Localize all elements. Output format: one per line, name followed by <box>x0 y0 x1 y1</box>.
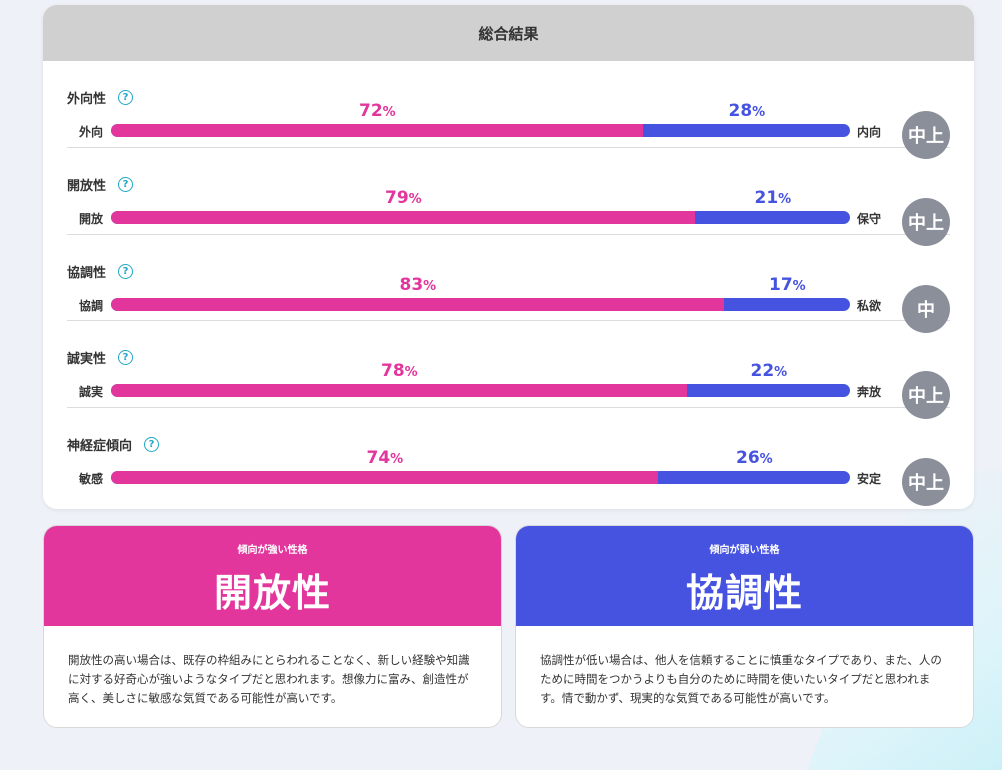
left-percentage: 74% <box>367 448 404 468</box>
left-percentage: 78% <box>381 361 418 381</box>
ratio-bar-fill <box>111 210 695 224</box>
right-pole-label: 私欲 <box>857 298 882 313</box>
help-icon[interactable]: ? <box>118 90 134 105</box>
weak-trait-description: 協調性が低い場合は、他人を信頼することに慎重なタイプであり、また、人のために時間… <box>540 653 942 705</box>
right-percentage-value: 28 <box>728 101 753 121</box>
right-percentage: 21% <box>755 188 792 208</box>
percent-unit: % <box>792 278 806 294</box>
percent-unit: % <box>390 452 404 468</box>
ratio-bar <box>111 471 850 485</box>
weak-trait-header: 傾向が弱い性格 協調性 <box>516 526 973 626</box>
right-percentage: 17% <box>769 275 806 295</box>
left-percentage-value: 83 <box>399 274 424 295</box>
strong-trait-title: 開放性 <box>213 571 331 615</box>
right-percentage: 28% <box>729 101 766 121</box>
percent-unit: % <box>774 365 788 381</box>
right-pole-label: 奔放 <box>857 385 882 400</box>
left-pole-label: 協調 <box>79 298 104 313</box>
trait-row: 誠実性? 78% 22% 誠実 奔放 中上 <box>67 321 950 420</box>
ratio-bar-fill <box>111 384 687 398</box>
help-icon[interactable]: ? <box>118 176 134 192</box>
trait-name: 開放性? <box>67 175 134 194</box>
weak-trait-card: 傾向が弱い性格 協調性 協調性が低い場合は、他人を信頼することに慎重なタイプであ… <box>515 525 974 728</box>
percent-unit: % <box>423 278 437 294</box>
right-pole-label: 保守 <box>857 211 882 226</box>
right-percentage: 22% <box>751 361 788 381</box>
right-pole-label: 安定 <box>857 472 882 487</box>
left-percentage-value: 72 <box>359 101 383 121</box>
ratio-bar-fill <box>111 297 724 311</box>
left-pole-label: 誠実 <box>79 385 104 400</box>
percent-unit: % <box>382 105 396 120</box>
ratio-bar-fill <box>111 124 643 137</box>
right-percentage-value: 26 <box>736 448 760 469</box>
summary-title: 総合結果 <box>43 5 974 61</box>
percent-unit: % <box>408 191 422 207</box>
trait-name: 神経症傾向? <box>67 435 160 455</box>
percent-unit: % <box>778 191 792 207</box>
ratio-bar-fill <box>111 471 658 485</box>
ratio-bar <box>111 384 850 398</box>
weak-trait-kicker: 傾向が弱い性格 <box>709 545 780 556</box>
right-percentage-value: 22 <box>750 361 775 382</box>
left-pole-label: 外向 <box>79 125 104 139</box>
right-percentage: 26% <box>736 448 773 468</box>
trait-name: 外向性? <box>67 88 134 107</box>
trait-name-label: 開放性 <box>67 178 107 194</box>
left-percentage-value: 78 <box>381 361 405 382</box>
trait-name: 誠実性? <box>67 348 134 368</box>
trait-name-label: 神経症傾向 <box>67 439 133 455</box>
percent-unit: % <box>404 365 418 381</box>
left-percentage: 79% <box>385 188 422 208</box>
percent-unit: % <box>759 452 773 468</box>
right-percentage-value: 21 <box>754 187 779 208</box>
help-icon[interactable]: ? <box>144 437 160 453</box>
strong-trait-header: 傾向が強い性格 開放性 <box>44 526 501 626</box>
percent-unit: % <box>752 105 766 120</box>
trait-row: 協調性? 83% 17% 協調 私欲中 <box>67 235 950 333</box>
right-pole-label: 内向 <box>857 125 882 139</box>
strong-trait-description: 開放性の高い場合は、既存の枠組みにとらわれることなく、新しい経験や知識に対する好… <box>68 653 470 705</box>
trait-row: 開放性? 79% 21% 開放 保守 中上 <box>67 148 950 246</box>
left-percentage-value: 79 <box>385 187 409 208</box>
strong-trait-card: 傾向が強い性格 開放性 開放性の高い場合は、既存の枠組みにとらわれることなく、新… <box>43 525 502 728</box>
help-icon[interactable]: ? <box>118 263 134 279</box>
trait-name-label: 協調性 <box>67 265 107 281</box>
left-pole-label: 敏感 <box>79 472 104 487</box>
trait-name-label: 誠実性 <box>67 352 107 368</box>
level-badge: 中 <box>902 284 950 333</box>
level-badge: 中上 <box>902 458 950 507</box>
left-percentage: 72% <box>359 101 396 121</box>
trait-name: 協調性? <box>67 262 134 281</box>
level-badge: 中上 <box>902 111 950 159</box>
trait-list: 外向性? 72% 28% 外向 内向 中上 開放性? 79% 21% 開放 保守 中上 協調性? 83% 1… <box>43 61 974 507</box>
level-badge: 中上 <box>902 371 950 420</box>
left-percentage: 83% <box>400 275 437 295</box>
left-percentage-value: 74 <box>366 448 391 469</box>
trait-row: 神経症傾向? 74% 26% 敏感 安定 中上 <box>67 408 950 507</box>
level-badge: 中上 <box>902 197 950 246</box>
strong-trait-kicker: 傾向が強い性格 <box>237 545 308 556</box>
ratio-bar <box>111 297 850 311</box>
ratio-bar <box>111 210 850 224</box>
right-percentage-value: 17 <box>769 274 793 295</box>
ratio-bar <box>111 124 850 137</box>
help-icon[interactable]: ? <box>118 350 134 366</box>
left-pole-label: 開放 <box>79 211 104 226</box>
summary-card: 総合結果 外向性? 72% 28% 外向 内向 中上 開放性? 79% 21% 開放 保守 中上 協調性… <box>43 5 974 509</box>
weak-trait-title: 協調性 <box>685 571 803 615</box>
trait-row: 外向性? 72% 28% 外向 内向 中上 <box>67 61 950 159</box>
trait-name-label: 外向性 <box>67 92 107 107</box>
